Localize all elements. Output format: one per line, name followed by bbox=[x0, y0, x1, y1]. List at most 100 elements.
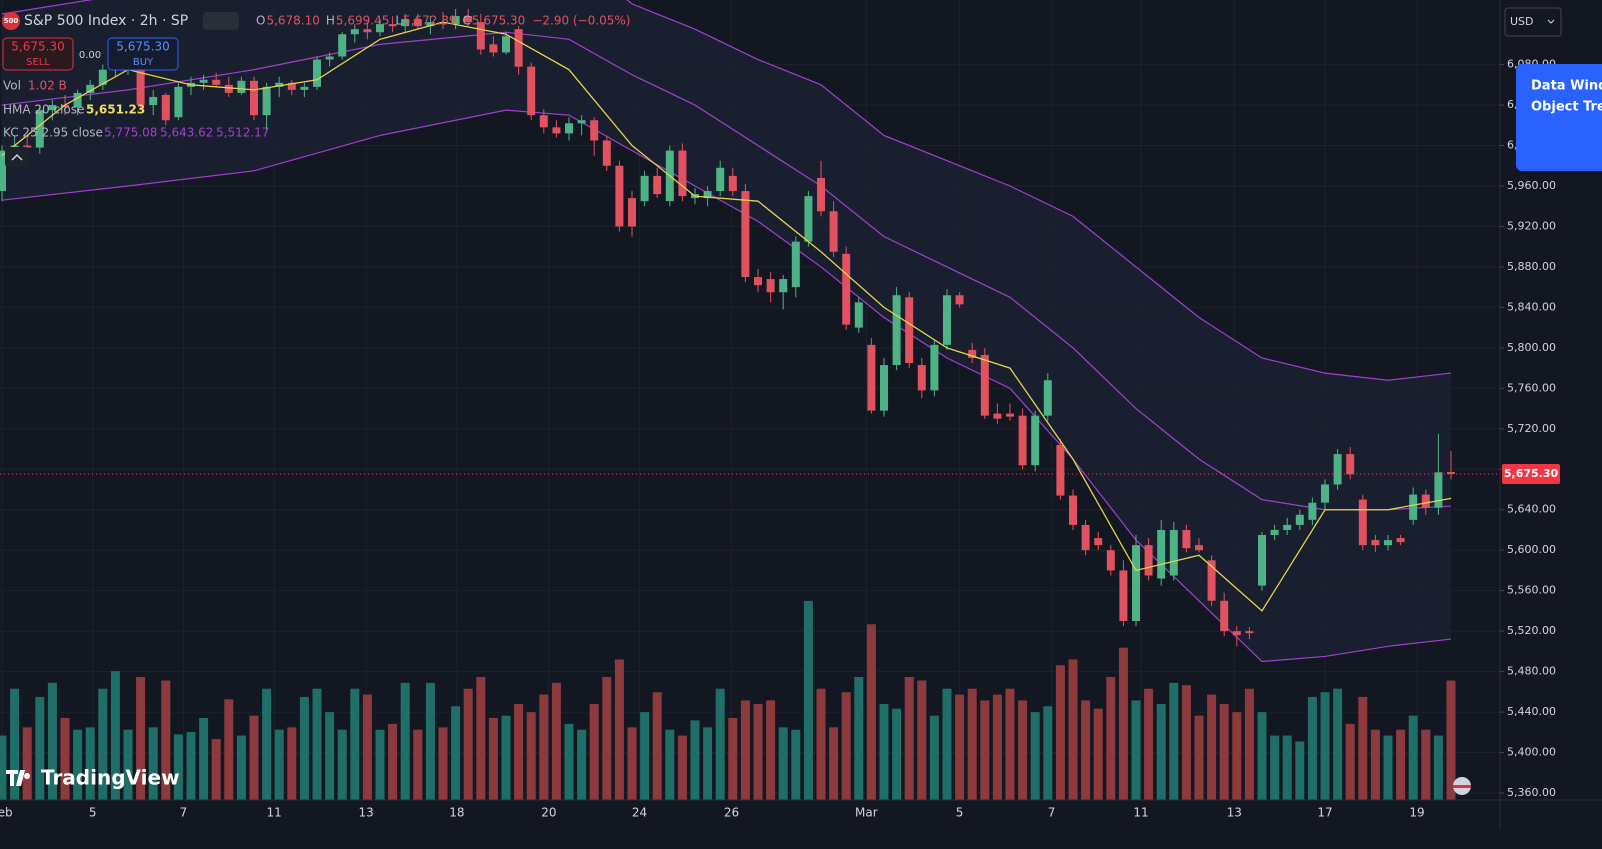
volume-bar bbox=[10, 688, 20, 800]
volume-bar bbox=[967, 688, 977, 800]
y-tick-label: 5,400.00 bbox=[1507, 746, 1556, 759]
volume-bar bbox=[501, 715, 511, 800]
ohlc-key: O bbox=[256, 14, 265, 28]
x-tick-label: 13 bbox=[1227, 806, 1242, 820]
volume-bar bbox=[22, 727, 32, 800]
candle-body bbox=[653, 175, 662, 195]
volume-bar bbox=[627, 727, 637, 800]
volume-bar bbox=[0, 735, 7, 800]
volume-bar bbox=[526, 712, 536, 800]
candle-body bbox=[1157, 529, 1166, 579]
kc-line bbox=[1, 31, 1452, 511]
ohlc-key: H bbox=[326, 14, 335, 28]
candle-body bbox=[842, 253, 851, 325]
collapse-icon bbox=[11, 153, 23, 161]
candle-body bbox=[73, 92, 82, 108]
side-panel-item[interactable]: Object Tree bbox=[1531, 100, 1602, 115]
dropdown-icon bbox=[1547, 19, 1555, 24]
volume-bar bbox=[866, 624, 876, 800]
volume-bar bbox=[249, 715, 259, 800]
candle-body bbox=[350, 29, 359, 35]
candle-body bbox=[413, 19, 422, 27]
volume-bar bbox=[236, 735, 246, 800]
candle-body bbox=[224, 84, 233, 93]
candle-body bbox=[1031, 415, 1040, 466]
volume-bar bbox=[665, 729, 675, 800]
volume-bar bbox=[803, 600, 813, 800]
sell-button[interactable] bbox=[2, 37, 74, 71]
volume-bar bbox=[1383, 735, 1393, 800]
volume-bar bbox=[892, 708, 902, 800]
x-tick-label: 17 bbox=[1317, 806, 1332, 820]
volume-bar bbox=[1081, 700, 1091, 800]
kc-line bbox=[1, 109, 1452, 663]
spread: 0.00 bbox=[79, 50, 101, 61]
candle-body bbox=[1384, 540, 1392, 546]
candle-body bbox=[1094, 538, 1103, 546]
candle-body bbox=[804, 196, 813, 242]
candle-body bbox=[287, 82, 296, 90]
candle-body bbox=[1081, 524, 1090, 551]
volume-bar bbox=[1320, 692, 1330, 800]
candle-body bbox=[1182, 529, 1191, 549]
side-panel-item[interactable]: Data Window bbox=[1531, 79, 1602, 94]
volume-bar bbox=[942, 688, 952, 800]
ohlc-value: 5,672.89 bbox=[403, 14, 456, 28]
volume-bar bbox=[753, 703, 763, 800]
y-tick-label: 5,640.00 bbox=[1507, 503, 1556, 516]
candle-body bbox=[917, 365, 926, 391]
candle-body bbox=[1358, 499, 1367, 546]
last-price-box bbox=[1502, 464, 1560, 485]
currency-button[interactable] bbox=[1504, 7, 1562, 37]
candle-body bbox=[86, 84, 95, 93]
candle-body bbox=[527, 66, 536, 116]
volume-bar bbox=[1421, 729, 1431, 800]
y-tick-label: 5,520.00 bbox=[1507, 624, 1556, 637]
volume-bar bbox=[186, 732, 196, 800]
collapse-button[interactable] bbox=[5, 147, 29, 167]
side-panel-bg[interactable] bbox=[1516, 64, 1602, 171]
eye-button[interactable] bbox=[203, 12, 239, 30]
candle-body bbox=[602, 140, 611, 166]
volume-bar bbox=[677, 735, 687, 800]
volume-bar bbox=[1156, 703, 1166, 800]
ohlc-value: −2.90 (−0.05%) bbox=[532, 14, 630, 28]
candle-body bbox=[98, 69, 107, 85]
candle-body bbox=[590, 120, 599, 141]
candle-body bbox=[628, 198, 636, 227]
candle-body bbox=[1195, 545, 1203, 551]
volume-bar bbox=[110, 671, 120, 800]
hma-line bbox=[1, 21, 1452, 612]
candle-body bbox=[262, 86, 271, 116]
candle-body bbox=[615, 165, 624, 227]
kc-value: 5,512.17 bbox=[216, 126, 269, 140]
volume-bar bbox=[451, 706, 461, 800]
side-panel: Data Window Object Tree bbox=[1516, 64, 1602, 171]
candle-body bbox=[943, 295, 951, 345]
sell-price: 5,675.30 bbox=[11, 40, 64, 54]
volume-bar bbox=[161, 680, 171, 800]
volume-bar bbox=[73, 729, 83, 800]
buy-button[interactable] bbox=[107, 37, 179, 71]
candle-body bbox=[955, 295, 964, 305]
candle-body bbox=[1169, 529, 1178, 576]
candle-body bbox=[980, 354, 989, 416]
candle-body bbox=[565, 123, 573, 134]
volume-bar bbox=[350, 688, 360, 800]
volume-bar bbox=[539, 694, 549, 800]
buy-price: 5,675.30 bbox=[116, 40, 169, 54]
volume-bar bbox=[841, 692, 851, 800]
volume-bar bbox=[299, 696, 309, 800]
brand: TradingView bbox=[41, 766, 180, 790]
volume-bar bbox=[1396, 729, 1406, 800]
candle-body bbox=[250, 80, 258, 116]
volume-bar bbox=[274, 729, 284, 800]
volume-bar bbox=[1106, 677, 1116, 800]
y-tick-label: 5,960.00 bbox=[1507, 179, 1556, 192]
volume-bar bbox=[173, 734, 183, 800]
candle-body bbox=[1396, 538, 1405, 543]
volume-bar bbox=[1433, 735, 1443, 800]
candle-body bbox=[1207, 560, 1216, 601]
candle-body bbox=[539, 115, 548, 128]
